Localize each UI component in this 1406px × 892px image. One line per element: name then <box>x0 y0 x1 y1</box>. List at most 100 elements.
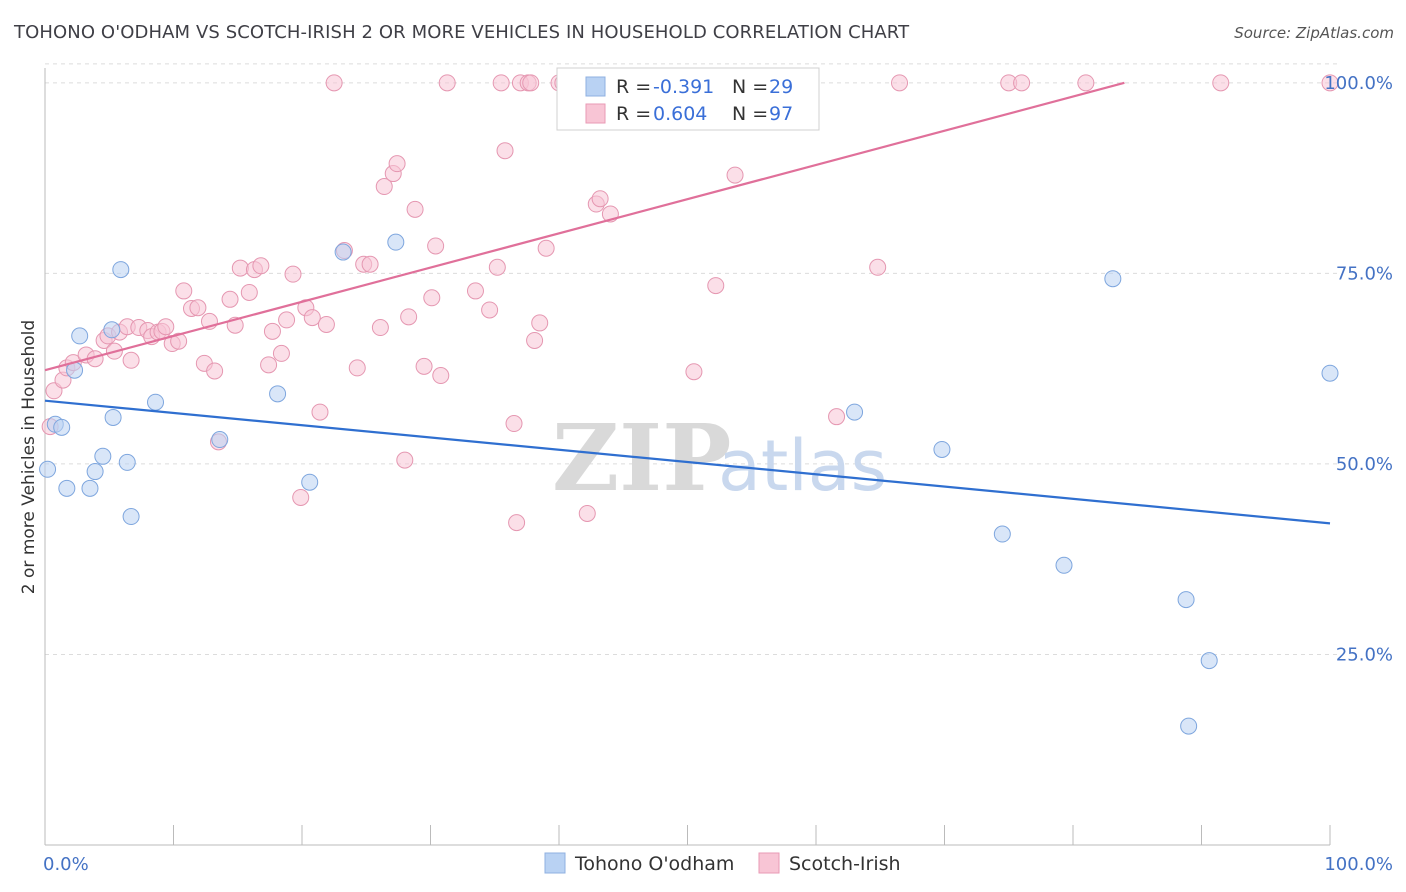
scotch-irish-point <box>685 363 703 381</box>
tohono-point <box>1055 556 1073 574</box>
tohono-point <box>1180 717 1198 735</box>
scotch-irish-point <box>311 403 329 421</box>
scotch-irish-point <box>531 314 549 332</box>
watermark-atlas: atlas <box>718 425 887 507</box>
scotch-irish-point <box>284 265 302 283</box>
scotch-irish-point <box>252 257 270 275</box>
scotch-irish-point <box>427 237 445 255</box>
scotch-irish-point <box>348 359 366 377</box>
scotch-irish-point <box>891 74 909 92</box>
legend-swatch-tohono <box>585 76 606 97</box>
axes <box>44 68 1331 846</box>
tohono-point <box>118 453 136 471</box>
tohono-point <box>58 479 76 497</box>
scotch-irish-point <box>522 74 540 92</box>
scotch-irish-point <box>481 301 499 319</box>
scotch-irish-point <box>375 178 393 196</box>
scotch-irish-point <box>1077 74 1095 92</box>
tohono-point <box>269 385 287 403</box>
legend: R = -0.391 N = 29 R = 0.604 N = 97 <box>556 67 820 131</box>
y-axis-label: 2 or more Vehicles in Household <box>19 320 39 594</box>
trend-line-tohono <box>44 399 1331 525</box>
scotch-irish-point <box>415 357 433 375</box>
scotch-irish-point <box>869 258 887 276</box>
scotch-irish-point <box>317 315 335 333</box>
tohono-point <box>301 473 319 491</box>
scotch-irish-point <box>175 282 193 300</box>
scotch-irish-point <box>278 311 296 329</box>
bottom-legend-swatch-tohono <box>544 852 566 874</box>
x-tick-labels: 0.0% 100.0% <box>43 854 1393 875</box>
scotch-irish-point <box>492 74 510 92</box>
tohono-point <box>122 508 140 526</box>
scotch-irish-point <box>231 259 249 277</box>
tohono-point <box>53 418 71 436</box>
scotch-irish-point <box>272 344 290 362</box>
bottom-legend-swatch-scotch <box>758 852 780 874</box>
tohono-point <box>993 525 1011 543</box>
scotch-irish-point <box>432 367 450 385</box>
scotch-irish-point <box>303 309 321 327</box>
scotch-irish-point <box>325 74 343 92</box>
tohono-point <box>94 447 112 465</box>
scotch-irish-point <box>263 322 281 340</box>
legend-r-value-1: -0.391 <box>653 76 714 98</box>
scotch-irish-point <box>508 514 526 532</box>
y-tick-labels: 25.0% 50.0% 75.0% 100.0% <box>1324 73 1393 666</box>
tohono-point <box>104 408 122 426</box>
scotch-irish-point <box>371 319 389 337</box>
scotch-irish-point <box>423 289 441 307</box>
tohono-point <box>1177 591 1195 609</box>
legend-swatch-scotch <box>585 103 606 124</box>
scotch-irish-point <box>1321 74 1339 92</box>
scotch-irish-point <box>707 277 725 295</box>
tohono-point <box>112 261 130 279</box>
y-tick-label: 100.0% <box>1324 73 1393 94</box>
scotch-irish-point <box>1013 74 1031 92</box>
scotch-irish-point <box>292 488 310 506</box>
series-tohono-oodham <box>39 233 1339 735</box>
tohono-point <box>81 479 99 497</box>
tohono-point <box>1200 652 1218 670</box>
legend-n-value-1: 29 <box>769 76 793 98</box>
tohono-point <box>1104 270 1122 288</box>
chart-title: TOHONO O'ODHAM VS SCOTCH-IRISH 2 OR MORE… <box>14 22 910 43</box>
scotch-irish-point <box>526 331 544 349</box>
tohono-point <box>846 403 864 421</box>
tohono-point <box>933 440 951 458</box>
x-tick-label-min: 0.0% <box>43 854 89 875</box>
scotch-irish-point <box>189 299 207 317</box>
scotch-irish-point <box>388 155 406 173</box>
legend-n-label-1: N = <box>732 76 768 98</box>
scotch-irish-point <box>396 451 414 469</box>
legend-r-label-1: R = <box>616 76 651 98</box>
tohono-point <box>86 463 104 481</box>
tohono-point <box>103 321 121 339</box>
trend-line-scotch-irish <box>44 81 1125 372</box>
x-tick-label-max: 100.0% <box>1324 854 1393 875</box>
source-label: Source: ZipAtlas.com <box>1234 24 1394 42</box>
y-tick-label: 25.0% <box>1336 644 1393 665</box>
scotch-irish-point <box>496 142 514 160</box>
scotch-irish-point <box>221 290 239 308</box>
scotch-irish-point <box>505 415 523 433</box>
tohono-point <box>147 393 165 411</box>
bottom-legend-tohono: Tohono O'odham <box>574 853 734 875</box>
tohono-point <box>387 233 405 251</box>
scotch-irish-point <box>361 255 379 273</box>
scotch-irish-point <box>591 190 609 208</box>
tohono-point <box>334 243 352 261</box>
scotch-irish-point <box>726 166 744 184</box>
scotch-irish-point <box>400 308 418 326</box>
tohono-point <box>1321 364 1339 382</box>
scotch-irish-point <box>438 74 456 92</box>
grid-lines <box>45 63 1340 655</box>
tohono-point <box>71 327 89 345</box>
scotch-irish-point <box>240 283 258 301</box>
scotch-irish-point <box>206 362 224 380</box>
legend-r-label-2: R = <box>616 103 651 125</box>
scotch-irish-point <box>537 239 555 257</box>
y-tick-label: 50.0% <box>1336 454 1393 475</box>
legend-r-value-2: 0.604 <box>653 103 707 125</box>
